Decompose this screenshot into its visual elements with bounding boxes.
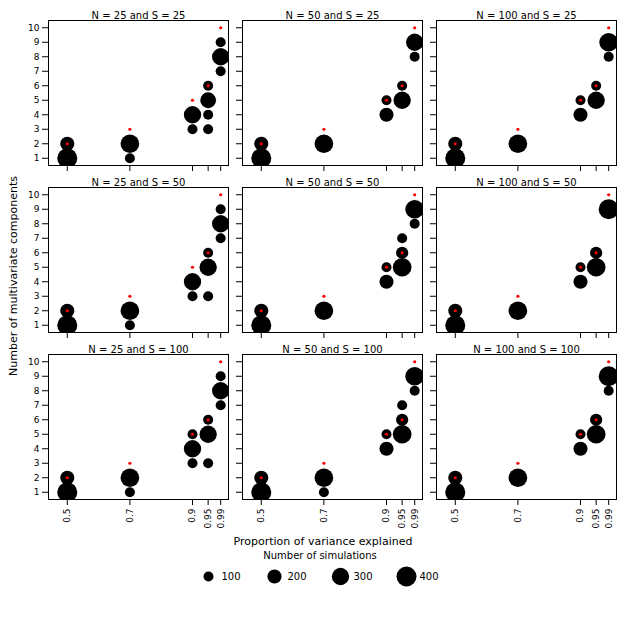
svg-text:0.5: 0.5 <box>450 509 460 523</box>
svg-text:0.99: 0.99 <box>410 508 420 528</box>
svg-text:0.5: 0.5 <box>256 509 266 523</box>
svg-text:1: 1 <box>34 320 40 330</box>
svg-text:0.7: 0.7 <box>513 509 523 523</box>
html-text:Proportion of variance explain: Proportion of variance explained <box>233 535 413 548</box>
html-text:Number of simulations: Number of simulations <box>263 550 377 561</box>
svg-text:5: 5 <box>34 429 40 439</box>
svg-text:400: 400 <box>420 571 439 582</box>
svg-text:9: 9 <box>34 37 40 47</box>
svg-text:6: 6 <box>34 81 40 91</box>
svg-text:7: 7 <box>34 233 40 243</box>
svg-text:3: 3 <box>34 291 40 301</box>
svg-text:N = 50 and S = 50: N = 50 and S = 50 <box>286 177 380 188</box>
svg-text:N = 50 and S = 100: N = 50 and S = 100 <box>282 344 382 355</box>
svg-text:N = 100 and S = 25: N = 100 and S = 25 <box>476 10 576 21</box>
svg-text:0.99: 0.99 <box>604 508 614 528</box>
svg-text:0.7: 0.7 <box>319 509 329 523</box>
svg-text:2: 2 <box>34 306 40 316</box>
svg-text:4: 4 <box>34 444 40 454</box>
svg-text:0.9: 0.9 <box>575 508 585 523</box>
svg-text:4: 4 <box>34 277 40 287</box>
svg-text:7: 7 <box>34 66 40 76</box>
svg-text:9: 9 <box>34 204 40 214</box>
svg-text:0.9: 0.9 <box>381 508 391 523</box>
svg-text:N = 100 and S = 50: N = 100 and S = 50 <box>476 177 576 188</box>
svg-text:6: 6 <box>34 248 40 258</box>
svg-text:1: 1 <box>34 153 40 163</box>
svg-text:7: 7 <box>34 400 40 410</box>
svg-text:5: 5 <box>34 95 40 105</box>
svg-text:0.5: 0.5 <box>62 509 72 523</box>
svg-text:0.95: 0.95 <box>591 509 601 529</box>
svg-text:N = 25 and S = 50: N = 25 and S = 50 <box>92 177 186 188</box>
html-text:Number of multivariate compone: Number of multivariate components <box>6 176 20 376</box>
svg-text:8: 8 <box>34 219 40 229</box>
svg-text:10: 10 <box>28 190 40 200</box>
svg-text:300: 300 <box>354 571 373 582</box>
svg-text:200: 200 <box>288 571 307 582</box>
svg-text:N = 100 and S = 100: N = 100 and S = 100 <box>473 344 580 355</box>
svg-text:0.95: 0.95 <box>203 509 213 529</box>
svg-text:1: 1 <box>34 487 40 497</box>
svg-text:5: 5 <box>34 262 40 272</box>
svg-text:10: 10 <box>28 357 40 367</box>
svg-text:N = 25 and S = 25: N = 25 and S = 25 <box>92 10 186 21</box>
svg-text:2: 2 <box>34 473 40 483</box>
svg-text:0.9: 0.9 <box>187 508 197 523</box>
svg-text:8: 8 <box>34 52 40 62</box>
svg-text:3: 3 <box>34 458 40 468</box>
svg-text:0.95: 0.95 <box>397 509 407 529</box>
svg-text:2: 2 <box>34 139 40 149</box>
svg-text:N = 50 and S = 25: N = 50 and S = 25 <box>286 10 380 21</box>
svg-text:100: 100 <box>222 571 241 582</box>
svg-text:0.99: 0.99 <box>216 508 226 528</box>
svg-text:3: 3 <box>34 124 40 134</box>
svg-text:9: 9 <box>34 371 40 381</box>
svg-text:6: 6 <box>34 415 40 425</box>
svg-text:N = 25 and S = 100: N = 25 and S = 100 <box>88 344 188 355</box>
svg-text:4: 4 <box>34 110 40 120</box>
svg-text:0.7: 0.7 <box>125 509 135 523</box>
svg-text:10: 10 <box>28 23 40 33</box>
svg-text:8: 8 <box>34 386 40 396</box>
